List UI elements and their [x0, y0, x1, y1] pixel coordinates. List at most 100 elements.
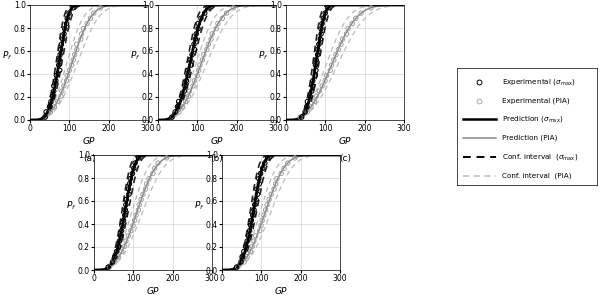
Point: [62, 21, 71, 26]
Point: [76, 37, 86, 42]
Point: [179, 89, 189, 94]
Point: [40, 115, 50, 119]
Point: [117, 228, 127, 233]
Point: [190, 78, 199, 83]
Point: [193, 26, 203, 31]
Point: [305, 94, 315, 99]
Point: [67, 63, 77, 67]
Point: [183, 73, 193, 78]
Point: [64, 11, 74, 15]
Point: [249, 207, 259, 212]
Point: [251, 197, 261, 202]
Point: [130, 218, 139, 223]
Point: [122, 197, 131, 202]
Point: [351, 16, 361, 21]
Point: [114, 244, 124, 249]
Point: [272, 176, 281, 181]
Point: [336, 42, 346, 47]
Point: [173, 104, 182, 109]
Point: [317, 21, 327, 26]
Point: [251, 234, 260, 238]
Point: [307, 89, 317, 94]
Point: [314, 42, 323, 47]
Point: [258, 166, 268, 171]
Point: [242, 254, 252, 259]
Point: [197, 57, 207, 62]
Point: [162, 156, 172, 160]
Point: [121, 202, 131, 207]
Point: [256, 171, 265, 176]
Text: (b): (b): [211, 154, 223, 163]
Point: [55, 57, 64, 62]
Point: [308, 83, 317, 88]
Text: (c): (c): [339, 154, 351, 163]
Point: [52, 73, 61, 78]
Y-axis label: $P_f$: $P_f$: [65, 200, 76, 213]
Point: [124, 187, 133, 191]
Point: [142, 182, 151, 186]
Point: [68, 5, 78, 10]
Point: [193, 73, 202, 78]
Point: [342, 32, 352, 36]
Point: [254, 176, 263, 181]
Point: [261, 207, 271, 212]
Point: [134, 202, 144, 207]
X-axis label: $GP$: $GP$: [82, 135, 96, 146]
Point: [150, 166, 160, 171]
Point: [313, 52, 323, 57]
Point: [185, 57, 195, 62]
Point: [170, 110, 180, 114]
Point: [72, 47, 82, 52]
Text: Prediction ($\sigma_{\rm max}$): Prediction ($\sigma_{\rm max}$): [502, 114, 563, 125]
Y-axis label: $P_f$: $P_f$: [130, 50, 140, 63]
Point: [46, 99, 56, 104]
Point: [72, 42, 82, 47]
X-axis label: $GP$: $GP$: [338, 135, 352, 146]
Point: [310, 99, 319, 104]
Point: [141, 187, 151, 191]
Point: [246, 223, 256, 228]
Point: [334, 47, 343, 52]
Point: [200, 11, 209, 15]
Point: [51, 78, 61, 83]
Point: [311, 94, 321, 99]
Point: [314, 89, 324, 94]
Point: [79, 26, 88, 31]
Point: [62, 78, 71, 83]
Text: Prediction (PIA): Prediction (PIA): [502, 135, 557, 141]
Point: [54, 63, 64, 67]
Point: [124, 234, 133, 238]
Point: [59, 83, 69, 88]
Point: [260, 161, 269, 166]
Point: [174, 110, 184, 114]
Point: [211, 26, 221, 31]
Point: [56, 42, 66, 47]
Point: [125, 176, 135, 181]
Point: [95, 5, 105, 10]
Point: [120, 213, 130, 218]
Point: [49, 83, 59, 88]
Point: [248, 213, 257, 218]
Point: [119, 218, 128, 223]
Point: [343, 26, 353, 31]
Point: [134, 156, 143, 160]
Point: [356, 11, 366, 15]
Point: [190, 47, 199, 52]
Point: [183, 68, 193, 73]
Point: [82, 21, 92, 26]
Point: [115, 239, 124, 244]
Point: [271, 182, 280, 186]
Point: [124, 192, 134, 197]
Point: [128, 223, 138, 228]
Point: [193, 21, 203, 26]
Point: [290, 156, 299, 160]
Point: [129, 166, 139, 171]
Point: [256, 223, 266, 228]
Point: [253, 192, 262, 197]
Point: [178, 104, 187, 109]
Point: [59, 32, 69, 36]
Point: [103, 265, 113, 269]
Point: [47, 94, 57, 99]
Point: [121, 239, 131, 244]
Point: [295, 115, 305, 119]
